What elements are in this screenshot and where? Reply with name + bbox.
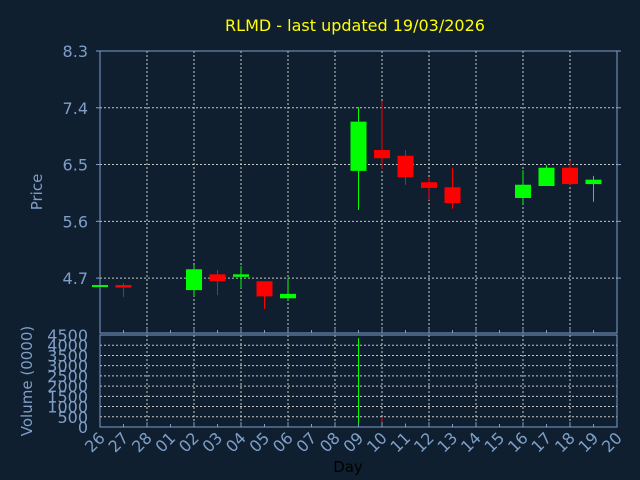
candle-body [515,184,531,198]
candle-body [280,293,296,299]
x-axis-label: Day [333,458,363,476]
volume-tick-label: 1000 [47,398,88,417]
candle-body [444,187,461,204]
candle-body [585,179,602,185]
candle-body [374,150,390,159]
candle-body [256,281,273,297]
candle-body [350,121,367,171]
price-tick-label: 8.3 [63,42,88,61]
price-tick-label: 7.4 [63,99,88,118]
price-tick-label: 6.5 [63,156,88,175]
price-tick-label: 4.7 [63,269,88,288]
chart-title: RLMD - last updated 19/03/2026 [225,16,485,35]
volume-tick-label: 500 [57,408,88,427]
volume-tick-label: 0 [78,418,88,437]
candle-body [209,274,226,282]
volume-tick-label: 4500 [47,326,88,345]
candle-body [421,182,437,188]
volume-axis-label: Volume (0000) [18,326,36,436]
volume-tick-label: 2000 [47,377,88,396]
candle-body [397,155,414,178]
volume-tick-label: 3000 [47,357,88,376]
price-axis-label: Price [28,174,46,211]
volume-tick-label: 4000 [47,336,88,355]
candle-body [115,285,132,288]
candle-body [538,167,555,187]
volume-tick-label: 3500 [47,346,88,365]
candle-body [186,269,202,291]
candle-body [562,167,578,185]
volume-tick-label: 2500 [47,367,88,386]
x-tick-label: 20 [598,428,626,456]
price-tick-label: 5.6 [63,212,88,231]
volume-tick-label: 1500 [47,387,88,406]
candle-body [233,274,249,277]
